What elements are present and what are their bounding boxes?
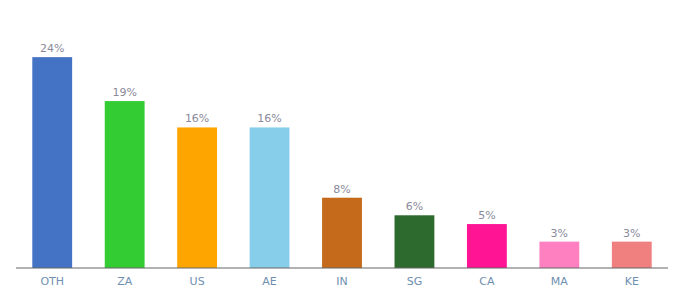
- data-label: 16%: [257, 112, 281, 125]
- data-label: 3%: [623, 227, 640, 240]
- data-label: 19%: [112, 86, 136, 99]
- x-tick-label: ZA: [117, 275, 133, 288]
- x-tick-label: US: [190, 275, 205, 288]
- x-tick-label: KE: [625, 275, 639, 288]
- data-label: 3%: [551, 227, 568, 240]
- x-tick-labels: OTH ZA US AE IN SG CA MA KE: [40, 275, 639, 288]
- plot-area: [32, 57, 651, 268]
- bar: [322, 198, 362, 268]
- chart-container: 24% 19% 16% 16% 8% 6% 5% 3% 3% OTH ZA US AE IN SG CA MA K…: [0, 0, 680, 300]
- x-tick-label: AE: [262, 275, 277, 288]
- bar: [250, 127, 290, 268]
- bar: [612, 242, 652, 268]
- bar: [177, 127, 217, 268]
- bar: [467, 224, 507, 268]
- bar: [105, 101, 145, 268]
- bar: [32, 57, 72, 268]
- data-label: 24%: [40, 42, 64, 55]
- data-label: 16%: [185, 112, 209, 125]
- data-label: 6%: [406, 200, 423, 213]
- x-tick-label: IN: [336, 275, 347, 288]
- x-tick-label: OTH: [40, 275, 64, 288]
- x-axis-line: [16, 267, 668, 268]
- data-labels: 24% 19% 16% 16% 8% 6% 5% 3% 3%: [40, 42, 641, 240]
- data-label: 8%: [333, 183, 350, 196]
- bar: [539, 242, 579, 268]
- bar: [395, 215, 435, 268]
- data-label: 5%: [478, 209, 495, 222]
- x-tick-label: CA: [479, 275, 495, 288]
- chart: 24% 19% 16% 16% 8% 6% 5% 3% 3% OTH ZA US AE IN SG CA MA K…: [0, 0, 680, 300]
- x-tick-label: MA: [551, 275, 568, 288]
- x-tick-label: SG: [407, 275, 423, 288]
